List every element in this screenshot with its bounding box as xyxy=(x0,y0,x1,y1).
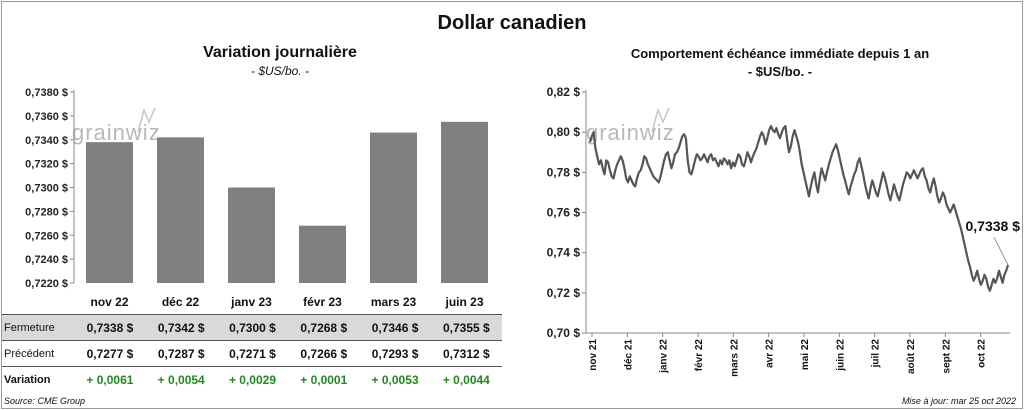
x-tick-label: févr 22 xyxy=(694,339,705,372)
y-tick-label: 0,70 $ xyxy=(547,326,581,340)
annotation-leader xyxy=(993,236,1009,266)
bar-chart: grainwiz 0,7220 $ 0,7240 $ 0,7260 $ 0,7280 $… xyxy=(25,87,488,309)
x-tick-label: févr 23 xyxy=(303,295,342,309)
x-tick-label: nov 21 xyxy=(588,339,599,371)
right-chart-title: Comportement échéance immédiate depuis 1… xyxy=(630,46,930,61)
y-tick-label: 0,7360 $ xyxy=(25,111,68,123)
table-cell: 0,7346 $ xyxy=(371,320,419,335)
x-tick-label: juin 23 xyxy=(444,295,483,309)
table-cell: 0,7338 $ xyxy=(86,320,134,335)
table-cell: 0,7271 $ xyxy=(229,346,276,361)
table-cell: 0,7355 $ xyxy=(442,320,490,335)
y-tick-label: 0,7240 $ xyxy=(25,254,68,266)
right-chart-subtitle: - $US/bo. - xyxy=(747,64,813,79)
y-tick-label: 0,82 $ xyxy=(547,85,581,99)
table-cell: + 0,0029 xyxy=(228,372,276,387)
table-cell: + 0,0061 xyxy=(86,372,134,387)
x-tick-label: juil 22 xyxy=(871,339,882,369)
x-tick-label: janv 22 xyxy=(659,339,670,374)
watermark-text: grainwiz xyxy=(586,120,675,145)
row-label: Précédent xyxy=(4,347,55,360)
table-cell: 0,7266 $ xyxy=(300,346,348,361)
x-tick-label: déc 21 xyxy=(623,339,634,371)
row-label: Variation xyxy=(4,373,51,386)
row-label: Fermeture xyxy=(4,321,55,334)
table-cell: 0,7300 $ xyxy=(229,320,276,335)
bar xyxy=(299,225,346,283)
bar xyxy=(86,142,133,283)
left-chart-title: Variation journalière xyxy=(203,44,357,61)
y-tick-label: 0,72 $ xyxy=(547,286,581,300)
table-row-variation: Variation + 0,0061 + 0,0054 + 0,0029 + 0… xyxy=(2,367,502,393)
table-cell: 0,7312 $ xyxy=(442,346,490,361)
y-tick-label: 0,7220 $ xyxy=(25,278,68,290)
line-chart: grainwiz 0,70 $ 0,72 $ 0,74 $ 0,76 $ 0,78 $ 0,… xyxy=(547,85,1021,377)
futures-table: Fermeture 0,7338 $ 0,7342 $ 0,7300 $ 0,7… xyxy=(2,314,502,393)
watermark-icon xyxy=(137,107,156,133)
table-cell: + 0,0044 xyxy=(442,372,490,387)
y-tick-label: 0,7260 $ xyxy=(25,230,68,242)
source-note: Source: CME Group xyxy=(4,396,86,406)
x-tick-label: janv 23 xyxy=(230,295,272,309)
bar xyxy=(441,121,488,283)
x-tick-label: août 22 xyxy=(906,339,917,374)
table-row-precedent: Précédent 0,7277 $ 0,7287 $ 0,7271 $ 0,7… xyxy=(2,341,502,367)
y-tick-label: 0,7320 $ xyxy=(25,159,68,171)
x-tick-label: sept 22 xyxy=(941,339,952,374)
table-cell: 0,7287 $ xyxy=(157,346,205,361)
page-title: Dollar canadien xyxy=(437,12,587,34)
x-tick-label: oct 22 xyxy=(977,339,988,368)
table-cell: + 0,0053 xyxy=(371,372,419,387)
bar xyxy=(157,137,204,283)
y-tick-label: 0,74 $ xyxy=(547,246,581,260)
last-value-label: 0,7338 $ xyxy=(966,218,1021,234)
update-note: Mise à jour: mar 25 oct 2022 xyxy=(901,396,1016,406)
y-tick-label: 0,80 $ xyxy=(547,125,581,139)
table-cell: + 0,0054 xyxy=(157,372,205,387)
bar xyxy=(228,187,275,283)
y-tick-label: 0,7380 $ xyxy=(25,87,68,99)
x-tick-label: mars 22 xyxy=(729,339,740,377)
watermark-text: grainwiz xyxy=(72,120,161,145)
x-tick-label: nov 22 xyxy=(90,295,128,309)
y-tick-label: 0,78 $ xyxy=(547,165,581,179)
x-tick-label: déc 22 xyxy=(162,295,200,309)
series-line xyxy=(588,125,1010,292)
y-tick-label: 0,7340 $ xyxy=(25,135,68,147)
y-tick-label: 0,7280 $ xyxy=(25,206,68,218)
table-cell: 0,7277 $ xyxy=(86,346,134,361)
x-tick-label: mars 23 xyxy=(371,295,417,309)
table-cell: + 0,0001 xyxy=(300,372,348,387)
x-tick-label: juin 22 xyxy=(835,339,846,372)
table-cell: 0,7293 $ xyxy=(371,346,419,361)
y-tick-label: 0,7300 $ xyxy=(25,183,68,195)
y-tick-label: 0,76 $ xyxy=(547,206,581,220)
watermark-icon xyxy=(651,107,670,133)
bar xyxy=(370,132,417,283)
table-row-fermeture: Fermeture 0,7338 $ 0,7342 $ 0,7300 $ 0,7… xyxy=(2,314,502,341)
left-chart-subtitle: - $US/bo. - xyxy=(250,64,310,78)
table-cell: 0,7268 $ xyxy=(300,320,348,335)
x-tick-label: mai 22 xyxy=(800,339,811,371)
table-cell: 0,7342 $ xyxy=(157,320,205,335)
x-tick-label: avr 22 xyxy=(765,339,776,368)
